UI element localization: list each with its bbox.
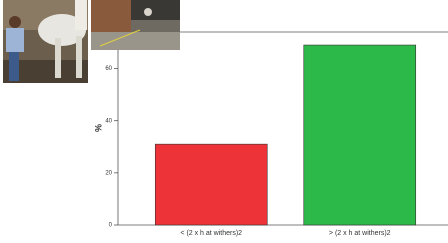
x-tick-label: < (2 x h at withers)2	[180, 230, 242, 237]
bar	[155, 144, 267, 225]
bar	[304, 45, 416, 225]
photo-2	[91, 0, 180, 50]
y-tick-label: 0	[109, 223, 113, 229]
y-tick-label: 60	[105, 66, 112, 72]
y-tick-label: 40	[105, 118, 112, 124]
y-axis-label: %	[93, 124, 103, 132]
chart: % 0 20 40 60 < (2 x h at withers)2 > (2 x h a…	[0, 0, 448, 243]
marks: 0 20 40 60 < (2 x h at withers)2 > (2 x h at …	[105, 45, 415, 237]
x-tick-label: > (2 x h at withers)2	[329, 230, 391, 237]
photo-1	[3, 0, 88, 83]
y-tick-label: 20	[105, 170, 112, 176]
